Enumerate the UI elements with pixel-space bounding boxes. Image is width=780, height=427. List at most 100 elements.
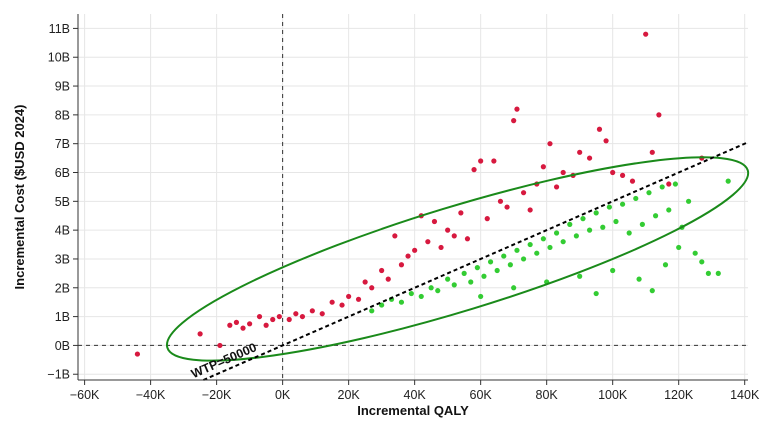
- point-below-wtp: [649, 288, 655, 294]
- point-below-wtp: [613, 218, 619, 225]
- y-tick-label: 8B: [55, 108, 70, 122]
- point-above-wtp: [263, 322, 269, 328]
- point-above-wtp: [369, 285, 375, 291]
- point-below-wtp: [662, 262, 669, 268]
- point-below-wtp: [652, 213, 659, 219]
- point-above-wtp: [610, 169, 616, 176]
- point-below-wtp: [553, 230, 560, 236]
- y-tick-labels: −1B 0B 1B 2B 3B 4B 5B 6B 7B 8B 9B 10B 11B: [47, 22, 78, 382]
- y-tick-label: 10B: [48, 51, 70, 65]
- point-below-wtp: [676, 244, 682, 251]
- point-below-wtp: [507, 262, 513, 268]
- point-below-wtp: [369, 308, 375, 314]
- point-below-wtp: [398, 299, 405, 305]
- point-above-wtp: [256, 313, 263, 320]
- point-below-wtp: [534, 250, 540, 256]
- point-below-wtp: [501, 253, 507, 259]
- reference-lines: [78, 14, 748, 380]
- point-below-wtp: [577, 273, 583, 279]
- point-below-wtp: [567, 221, 573, 227]
- point-below-wtp: [639, 221, 645, 227]
- point-above-wtp: [577, 149, 583, 155]
- x-tick-label: −20K: [202, 388, 232, 402]
- point-above-wtp: [329, 299, 335, 305]
- point-below-wtp: [586, 227, 593, 233]
- point-above-wtp: [619, 172, 626, 178]
- y-tick-label: 5B: [55, 195, 70, 209]
- point-below-wtp: [672, 181, 678, 187]
- y-tick-label: 7B: [55, 137, 70, 151]
- y-tick-label: 0B: [55, 339, 70, 353]
- point-above-wtp: [464, 236, 471, 242]
- point-above-wtp: [247, 321, 253, 327]
- point-above-wtp: [497, 198, 504, 204]
- point-below-wtp: [468, 279, 474, 285]
- point-above-wtp: [553, 184, 560, 190]
- point-below-wtp: [633, 195, 639, 202]
- point-above-wtp: [309, 308, 315, 314]
- point-below-wtp: [487, 259, 494, 265]
- x-tick-label: 100K: [598, 388, 628, 402]
- point-below-wtp: [593, 290, 599, 297]
- y-tick-label: −1B: [47, 368, 70, 382]
- point-below-wtp: [520, 256, 527, 262]
- y-axis-title: Incremental Cost ($USD 2024): [12, 105, 27, 290]
- point-above-wtp: [540, 164, 546, 170]
- y-tick-label: 3B: [55, 252, 70, 266]
- point-below-wtp: [511, 285, 517, 291]
- point-below-wtp: [573, 233, 579, 239]
- point-above-wtp: [379, 267, 385, 274]
- point-above-wtp: [227, 322, 233, 328]
- point-above-wtp: [666, 181, 672, 187]
- point-above-wtp: [586, 155, 593, 161]
- point-below-wtp: [580, 216, 586, 222]
- point-below-wtp: [666, 207, 672, 213]
- data-points: [134, 31, 731, 357]
- point-below-wtp: [685, 198, 692, 204]
- point-above-wtp: [445, 227, 451, 233]
- x-tick-label: 140K: [730, 388, 760, 402]
- point-below-wtp: [606, 204, 612, 210]
- point-below-wtp: [547, 244, 553, 251]
- point-above-wtp: [458, 210, 464, 216]
- point-below-wtp: [636, 276, 642, 282]
- x-tick-labels: −60K −40K −20K 0K 20K 40K 60K 80K 100K 120K 140K: [70, 380, 760, 402]
- point-above-wtp: [547, 141, 553, 147]
- x-tick-label: −40K: [136, 388, 166, 402]
- point-above-wtp: [643, 31, 649, 37]
- y-tick-label: 1B: [55, 310, 70, 324]
- point-above-wtp: [649, 149, 655, 155]
- point-above-wtp: [511, 118, 517, 124]
- point-above-wtp: [299, 313, 306, 320]
- point-above-wtp: [270, 316, 276, 323]
- wtp-line: [203, 141, 749, 381]
- y-tick-label: 2B: [55, 281, 70, 295]
- point-below-wtp: [514, 247, 520, 253]
- point-below-wtp: [646, 190, 652, 196]
- point-above-wtp: [240, 325, 246, 331]
- point-above-wtp: [339, 302, 345, 308]
- point-above-wtp: [514, 106, 520, 112]
- x-tick-label: 60K: [470, 388, 493, 402]
- y-tick-label: 9B: [55, 80, 70, 94]
- point-above-wtp: [491, 158, 497, 164]
- point-below-wtp: [461, 270, 467, 276]
- y-tick-label: 6B: [55, 166, 70, 180]
- point-below-wtp: [699, 259, 705, 265]
- point-below-wtp: [560, 239, 566, 245]
- x-tick-label: 40K: [404, 388, 427, 402]
- point-above-wtp: [293, 311, 299, 317]
- point-above-wtp: [527, 207, 533, 213]
- point-below-wtp: [428, 285, 434, 291]
- point-above-wtp: [197, 331, 203, 337]
- confidence-ellipse: [165, 156, 750, 362]
- point-above-wtp: [425, 239, 431, 245]
- overlays: [165, 141, 750, 381]
- point-below-wtp: [692, 250, 698, 256]
- grid: [78, 14, 748, 380]
- point-below-wtp: [659, 184, 665, 190]
- y-tick-label: 4B: [55, 224, 70, 238]
- point-above-wtp: [134, 351, 141, 357]
- point-below-wtp: [725, 178, 731, 184]
